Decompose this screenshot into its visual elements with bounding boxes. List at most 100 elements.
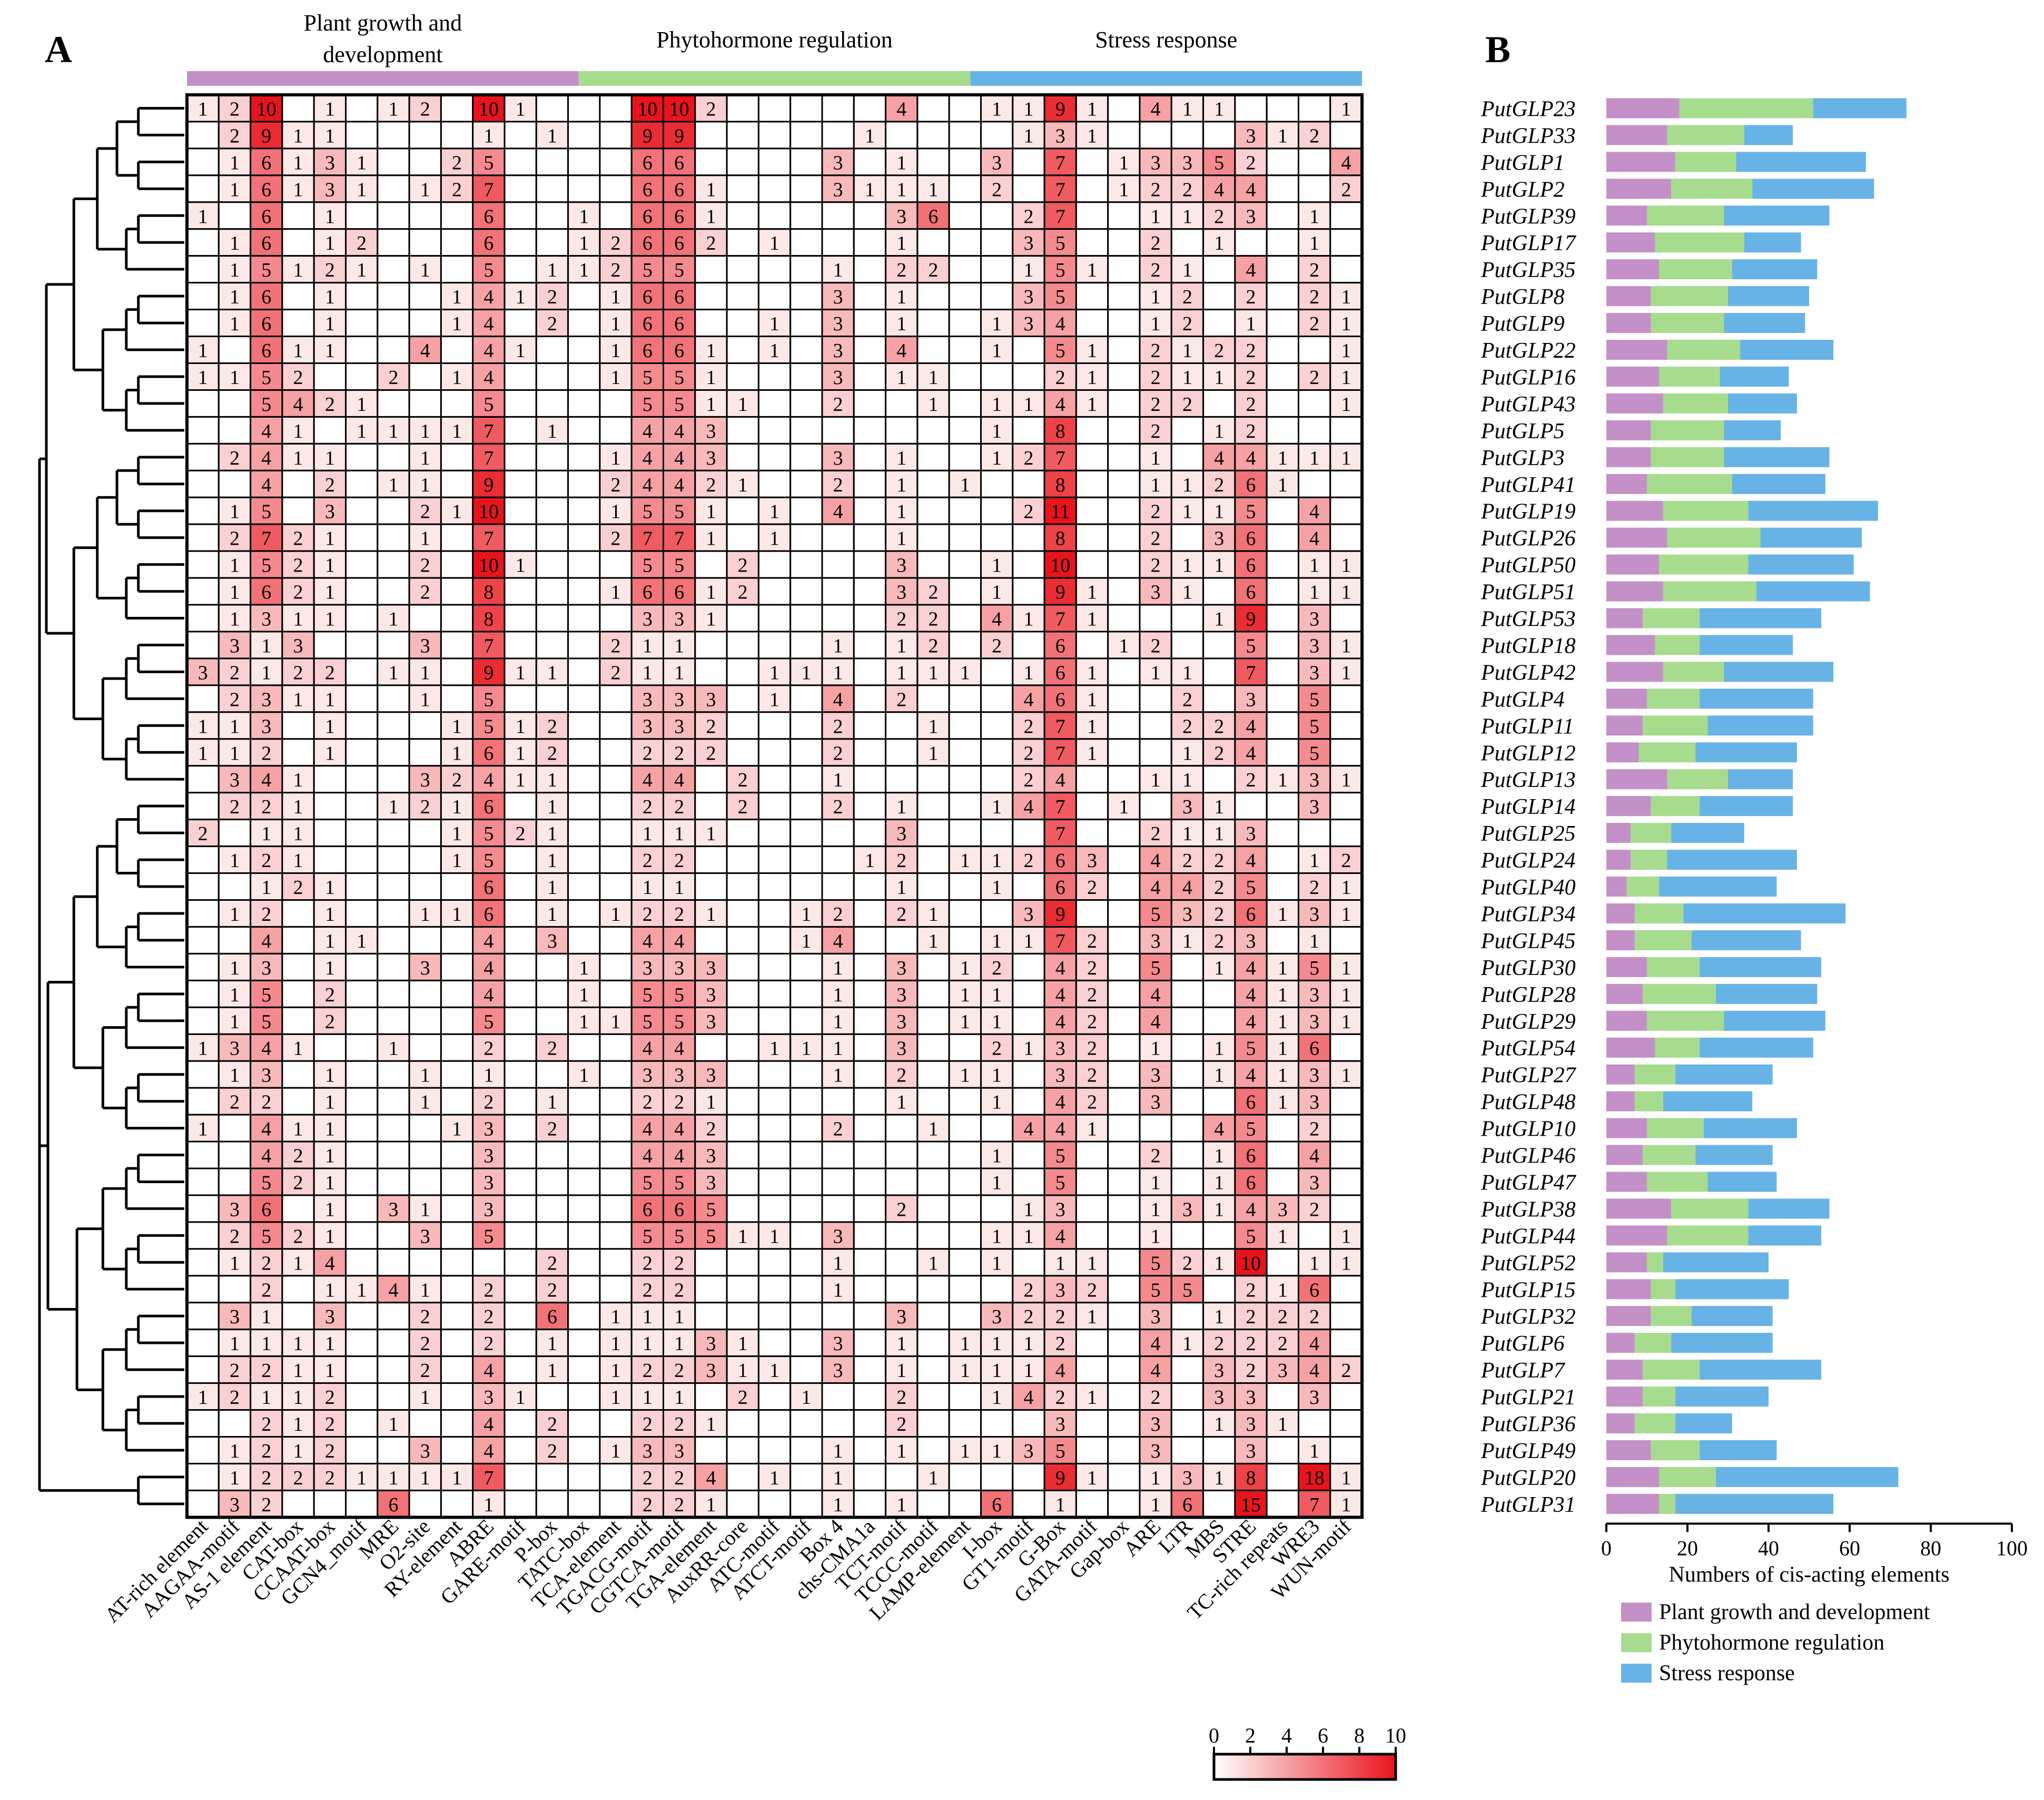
heatmap-cell-value: 6	[547, 1306, 557, 1328]
heatmap-cell	[1012, 1329, 1045, 1358]
heatmap-cell-value: 2	[1182, 394, 1192, 416]
heatmap-cell-value: 4	[1246, 1011, 1256, 1033]
heatmap-cell	[821, 523, 855, 552]
heatmap-cell	[1266, 336, 1299, 364]
heatmap-cell	[853, 228, 887, 257]
heatmap-cell-value: 5	[643, 984, 653, 1006]
heatmap-cell-value: 1	[293, 1413, 303, 1435]
heatmap-cell	[630, 792, 664, 821]
heatmap-cell-value: 5	[261, 984, 271, 1006]
heatmap-cell-value: 1	[420, 1065, 430, 1087]
bar-segment	[1634, 930, 1692, 950]
heatmap-cell-value: 1	[198, 367, 208, 389]
heatmap-cell	[757, 738, 792, 767]
heatmap-cell-value: 1	[1087, 1306, 1097, 1328]
bar-segment	[1700, 1360, 1822, 1380]
heatmap-cell	[757, 550, 792, 579]
heatmap-cell-value: 2	[1309, 877, 1319, 899]
legend-swatch	[1621, 1602, 1652, 1622]
heatmap-cell	[663, 952, 696, 981]
heatmap-cell-value: 1	[643, 635, 653, 657]
heatmap-cell	[948, 1140, 982, 1169]
heatmap-cell-value: 1	[388, 420, 398, 442]
heatmap-cell-value: 2	[1087, 1038, 1097, 1060]
heatmap-cell	[1298, 336, 1331, 364]
heatmap-cell	[1298, 684, 1331, 713]
heatmap-cell-value: 7	[483, 447, 493, 469]
heatmap-cell-value: 2	[1151, 1386, 1161, 1409]
heatmap-cell-value: 9	[643, 125, 653, 147]
heatmap-cell	[1234, 174, 1268, 203]
heatmap-cell	[789, 577, 823, 606]
heatmap-cell	[1234, 362, 1268, 391]
heatmap-cell	[535, 336, 569, 364]
heatmap-cell	[1012, 819, 1045, 848]
heatmap-cell-value: 6	[1246, 528, 1256, 550]
heatmap-cell-value: 1	[1214, 1467, 1224, 1489]
heatmap-cell	[408, 121, 442, 150]
heatmap-cell	[472, 1248, 506, 1277]
heatmap-cell-value: 6	[1182, 1494, 1192, 1516]
heatmap-cell	[1043, 631, 1077, 660]
heatmap-cell-value: 1	[198, 1386, 208, 1409]
heatmap-cell-value: 1	[611, 1011, 621, 1033]
heatmap-cell-value: 1	[1278, 957, 1288, 979]
heatmap-cell	[408, 1409, 442, 1438]
heatmap-cell-value: 6	[261, 205, 271, 228]
heatmap-cell-value: 3	[1246, 823, 1256, 845]
heatmap-cell-value: 2	[1214, 715, 1224, 737]
heatmap-cell-value: 2	[261, 1467, 271, 1489]
heatmap-cell	[345, 1087, 379, 1116]
heatmap-cell-value: 7	[1055, 715, 1065, 737]
heatmap-cell	[440, 1409, 474, 1438]
heatmap-cell	[186, 1114, 220, 1143]
heatmap-cell	[853, 442, 887, 471]
heatmap-cell	[313, 1006, 347, 1035]
heatmap-cell-value: 1	[1341, 877, 1351, 899]
heatmap-cell	[1075, 1060, 1109, 1089]
heatmap-cell-value: 5	[1246, 501, 1256, 523]
heatmap-cell-value: 1	[357, 152, 367, 174]
gene-label: PutGLP54	[1480, 1037, 1576, 1061]
heatmap-cell	[1202, 926, 1236, 955]
heatmap-cell-value: 1	[579, 1011, 589, 1033]
heatmap-cell	[1107, 979, 1141, 1008]
heatmap-cell	[948, 1355, 982, 1384]
heatmap-cell	[1202, 631, 1236, 660]
bar-segment	[1667, 527, 1761, 548]
heatmap-cell-value: 1	[992, 1065, 1002, 1087]
heatmap-cell-value: 9	[483, 662, 493, 684]
heatmap-cell-value: 1	[293, 340, 303, 362]
heatmap-cell-value: 1	[420, 1279, 430, 1301]
heatmap-cell	[757, 819, 792, 848]
heatmap-cell	[1234, 1382, 1268, 1411]
heatmap-cell-value: 5	[1055, 1145, 1065, 1167]
heatmap-cell	[1298, 926, 1331, 955]
heatmap-cell	[1107, 819, 1141, 848]
bar-segment	[1663, 500, 1749, 521]
heatmap-cell-value: 1	[896, 528, 906, 550]
heatmap-cell	[377, 1382, 410, 1411]
heatmap-cell	[313, 1033, 347, 1062]
heatmap-cell	[980, 979, 1014, 1008]
heatmap-cell-value: 1	[452, 1467, 462, 1489]
heatmap-cell-value: 3	[1309, 608, 1319, 631]
heatmap-cell	[694, 1114, 728, 1143]
gene-label: PutGLP50	[1480, 554, 1576, 578]
heatmap-cell	[186, 496, 220, 525]
gene-label: PutGLP12	[1480, 741, 1576, 765]
heatmap-cell	[1298, 1221, 1331, 1250]
heatmap-cell-value: 1	[833, 662, 843, 684]
bar-segment	[1606, 340, 1667, 360]
heatmap-cell	[472, 174, 506, 203]
heatmap-cell-value: 6	[674, 1198, 684, 1221]
heatmap-cell-value: 1	[896, 662, 906, 684]
heatmap-cell	[377, 1329, 410, 1358]
heatmap-cell-value: 2	[1087, 930, 1097, 952]
heatmap-cell	[948, 926, 982, 955]
heatmap-cell	[916, 1382, 950, 1411]
heatmap-cell	[440, 121, 474, 150]
legend-swatch	[1621, 1633, 1652, 1653]
heatmap-cell	[440, 442, 474, 471]
